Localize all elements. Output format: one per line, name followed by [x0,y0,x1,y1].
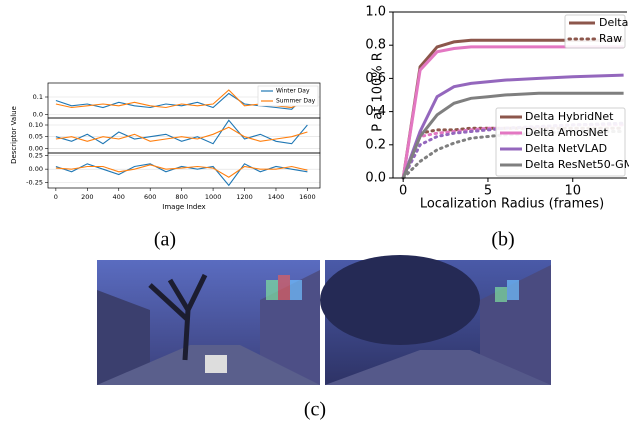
photo-winter [97,260,320,385]
legend-label: Delta ResNet50-GMP [525,158,629,171]
y-tick-label: 0.1 [33,93,43,101]
x-tick-label: 5 [484,184,492,199]
x-axis-label: Image Index [162,203,205,211]
y-tick-label: 0.6 [365,71,386,86]
data-line [55,92,308,110]
y-tick-label: 0.00 [29,144,43,152]
x-tick-label: 600 [144,193,156,201]
caption: (a) [154,229,176,251]
legend-label: Winter Day [276,88,310,95]
y-tick-label: 1.0 [365,5,386,20]
x-axis-label: Localization Radius (frames) [420,197,604,212]
x-tick-label: 0 [399,184,407,199]
y-tick-label: 0.00 [29,165,43,173]
x-tick-label: 0 [54,193,58,201]
legend-label: Summer Day [276,98,316,105]
data-line [55,126,308,142]
x-tick-label: 400 [113,193,125,201]
y-tick-label: 0.2 [365,137,386,152]
data-line [401,38,624,179]
legend-label: Delta [599,16,628,29]
y-tick-label: 0.10 [29,121,43,129]
y-axis-label: P at 100% R [371,52,386,132]
axes-frame [392,11,627,179]
data-line [55,119,308,145]
x-tick-label: 1000 [205,193,222,201]
data-line [401,130,626,180]
y-tick-label: 0.4 [365,104,386,119]
data-line [55,163,308,187]
y-tick-label: 0.25 [29,152,43,160]
x-tick-label: 200 [81,193,93,201]
y-tick-label: -0.25 [26,179,43,187]
legend-label: Raw [599,32,622,45]
x-tick-label: 1600 [299,193,316,201]
caption: (c) [304,399,326,421]
data-line [401,73,624,179]
y-axis-label: Descriptor Value [10,106,18,164]
x-tick-label: 800 [175,193,187,201]
panel-frame [47,152,321,189]
y-tick-label: 0.0 [33,111,43,119]
x-tick-label: 1400 [268,193,285,201]
data-line [401,126,626,180]
data-line [55,164,308,178]
y-tick-label: 0.0 [365,171,386,186]
legend-label: Delta NetVLAD [525,142,607,155]
x-tick-label: 10 [564,184,581,199]
photo-summer [320,255,551,385]
x-tick-label: 1200 [236,193,253,201]
y-tick-label: 0.05 [29,133,43,141]
data-line [401,91,624,179]
legend-label: Delta HybridNet [525,110,614,123]
legend [495,107,626,177]
data-line [401,45,624,179]
y-tick-label: 0.8 [365,38,386,53]
legend-label: Delta AmosNet [525,126,609,139]
caption: (b) [491,229,514,251]
